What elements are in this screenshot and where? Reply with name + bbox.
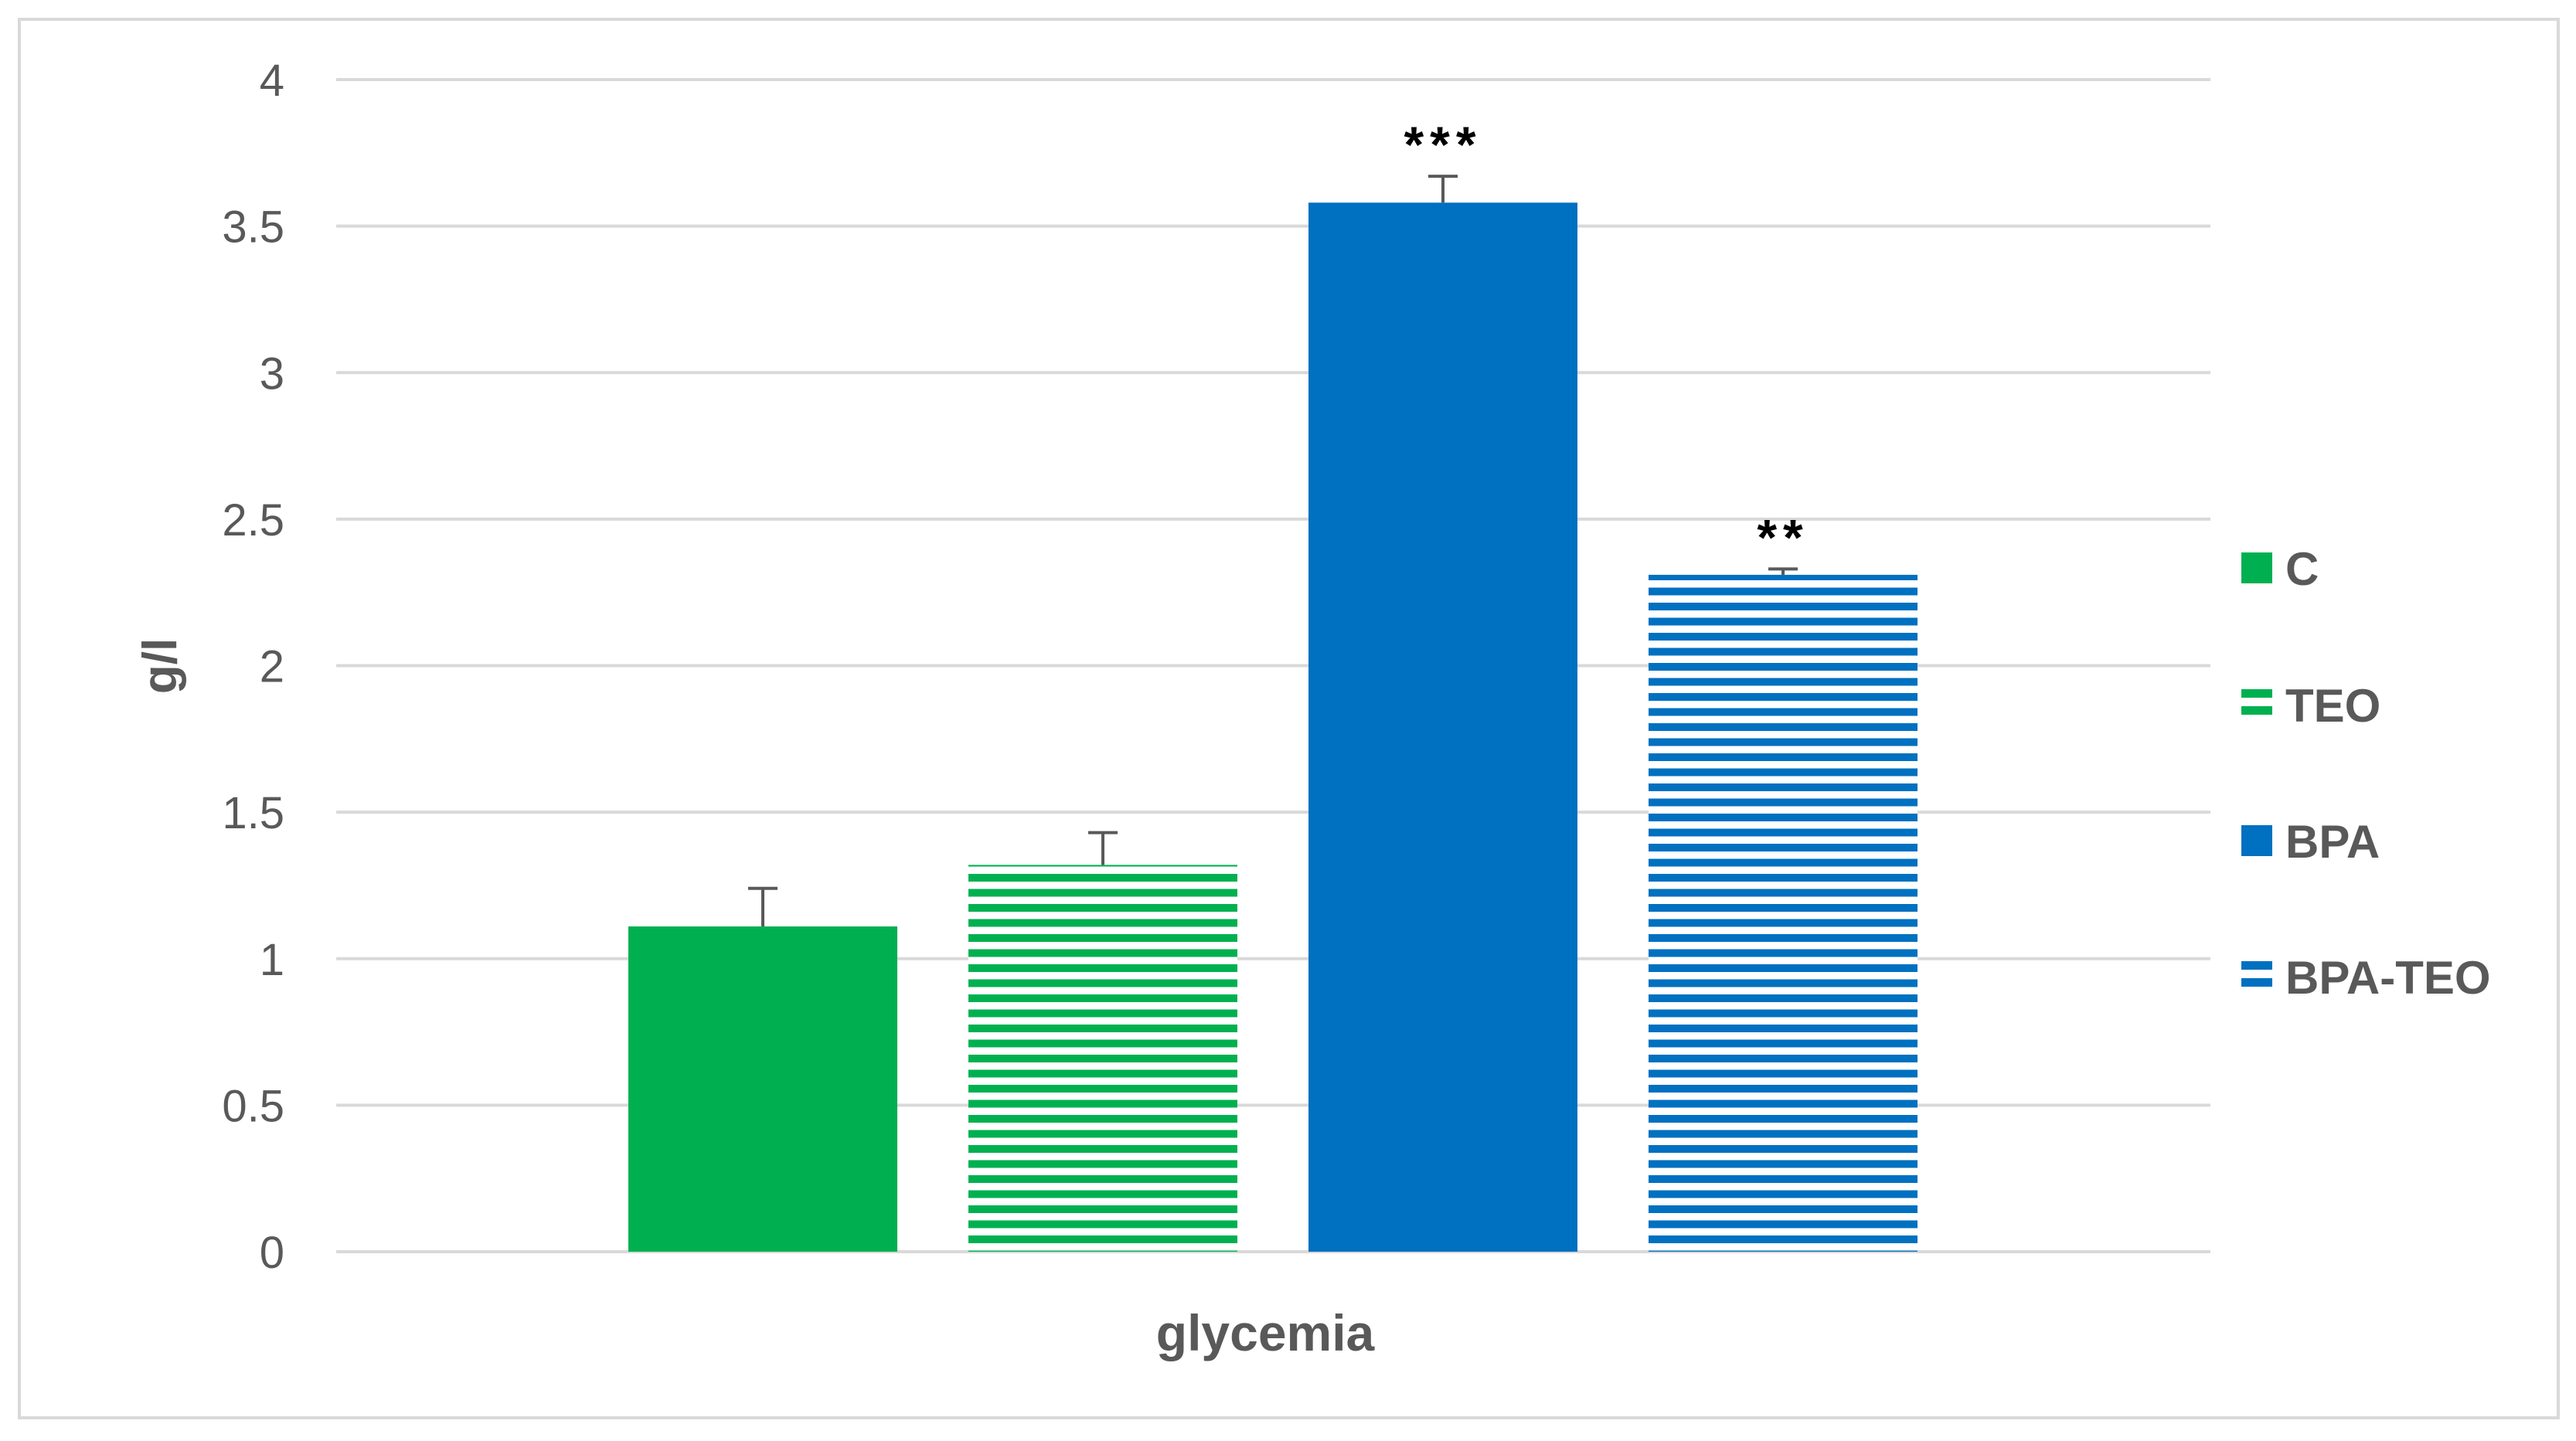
legend-label-bpa: BPA: [2285, 816, 2380, 868]
y-axis-title: g/l: [134, 638, 187, 694]
y-tick-label: 3.5: [222, 202, 284, 253]
legend-label-c: C: [2285, 543, 2319, 595]
legend-item-teo: TEO: [2241, 680, 2380, 732]
y-tick-label: 3: [260, 348, 284, 399]
bars: *****: [628, 116, 1918, 1252]
bar-teo: [968, 865, 1237, 1252]
y-tick-label: 1: [260, 935, 284, 985]
legend-swatch-teo: [2241, 689, 2272, 698]
bar-bpa-teo: [1649, 574, 1918, 1252]
y-tick-label: 2: [260, 642, 284, 692]
legend-swatch-stripe-teo: [2241, 706, 2272, 715]
legend-label-teo: TEO: [2285, 680, 2380, 732]
significance-label-bpa-teo: **: [1757, 508, 1809, 566]
legend-item-c: C: [2241, 543, 2319, 595]
bar-bpa: [1308, 202, 1577, 1252]
y-tick-label: 0: [260, 1228, 284, 1278]
y-axis-tick-labels: 0 0.5 1 1.5 2 2.5 3 3.5 4: [222, 56, 284, 1278]
legend-item-bpa-teo: BPA-TEO: [2241, 952, 2491, 1004]
legend-item-bpa: BPA: [2241, 816, 2380, 868]
legend-swatch-stripe-bpa-teo: [2241, 978, 2272, 987]
legend: C TEO BPA BPA-TEO: [2241, 543, 2491, 1004]
bar-c: [628, 926, 897, 1252]
legend-swatch-c: [2241, 552, 2272, 583]
legend-swatch-bpa: [2241, 825, 2272, 856]
legend-label-bpa-teo: BPA-TEO: [2285, 952, 2491, 1004]
y-tick-label: 0.5: [222, 1081, 284, 1131]
chart-border: [18, 18, 2560, 1419]
y-tick-label: 2.5: [222, 495, 284, 545]
x-axis-category-label: glycemia: [1156, 1304, 1376, 1361]
significance-label-bpa: ***: [1404, 116, 1482, 173]
y-tick-label: 1.5: [222, 788, 284, 838]
y-tick-label: 4: [260, 56, 284, 106]
legend-swatch-bpa-teo: [2241, 961, 2272, 970]
